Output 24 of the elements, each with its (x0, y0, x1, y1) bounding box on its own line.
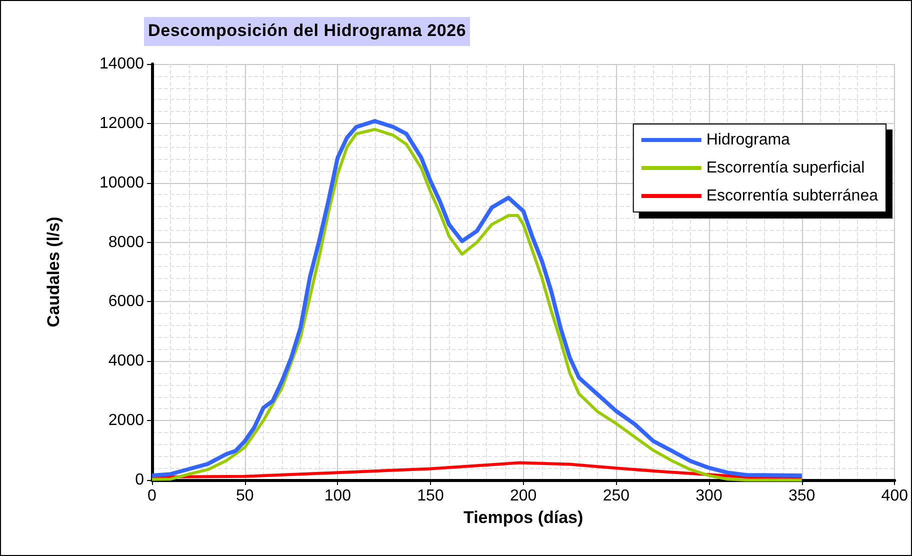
y-tick-label: 8000 (108, 234, 144, 251)
y-axis-title: Caudales (l/s) (44, 216, 63, 328)
x-tick-label: 150 (417, 488, 444, 504)
x-tick-label: 100 (324, 488, 352, 504)
x-tick-label: 0 (148, 488, 157, 504)
legend-label: Escorrentía subterránea (706, 188, 878, 204)
y-tick-label: 0 (135, 472, 144, 488)
y-tick-label: 14000 (100, 56, 144, 72)
y-tick-label: 2000 (108, 412, 144, 430)
x-tick-label: 250 (602, 488, 630, 504)
x-axis-title: Tiempos (días) (464, 508, 584, 527)
y-tick-label: 12000 (100, 114, 144, 132)
x-tick-label: 300 (696, 488, 722, 504)
x-tick-label: 350 (788, 488, 816, 504)
x-tick-label: 400 (881, 488, 908, 504)
line-series (150, 461, 804, 479)
y-tick-label: 6000 (108, 293, 144, 310)
legend-label: Escorrentía superficial (706, 160, 865, 176)
y-tick-label: 10000 (100, 174, 144, 192)
x-tick-label: 50 (236, 488, 254, 504)
legend-label: Hidrograma (706, 132, 790, 148)
x-tick-label: 200 (510, 488, 537, 504)
y-tick-label: 4000 (108, 352, 144, 370)
chart-title: Descomposición del Hidrograma 2026 (144, 17, 470, 46)
